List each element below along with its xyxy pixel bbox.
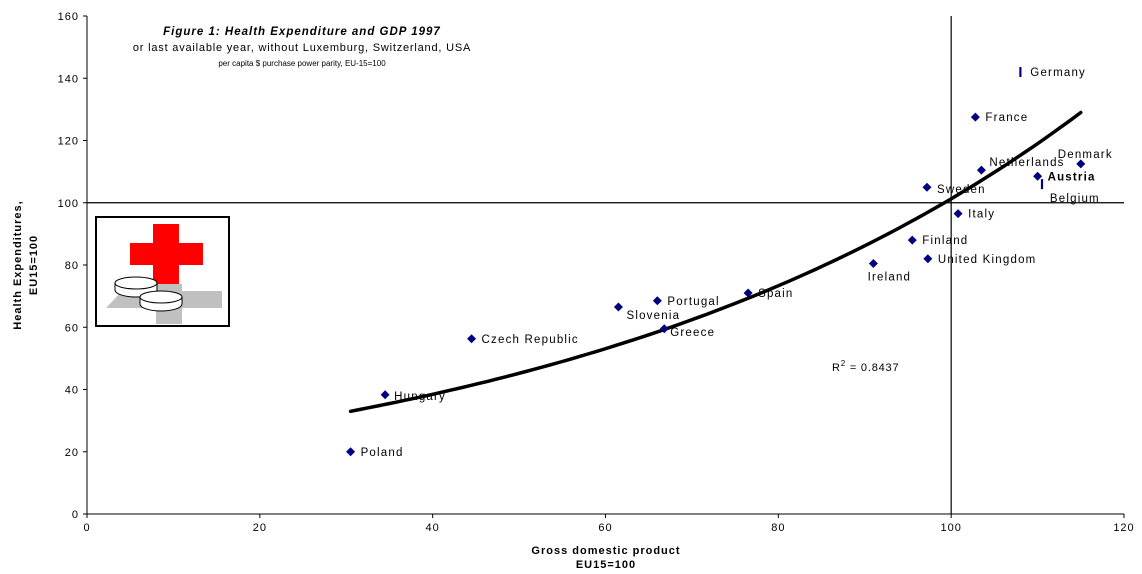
data-point-label: Netherlands [989,157,1064,169]
data-point-marker [613,302,623,312]
trendline [348,110,1083,414]
data-point-label: Portugal [667,296,719,308]
data-point-marker [922,182,932,192]
data-point-marker [868,258,878,268]
data-point-marker [907,235,917,245]
data-point-marker [659,324,669,334]
data-point-label: Greece [670,327,715,339]
data-point-label: Slovenia [626,310,680,322]
y-tick-label: 0 [72,509,79,521]
y-axis-subtitle: EU15=100 [28,235,40,295]
data-point-label: Italy [968,209,995,221]
y-tick-label: 40 [65,385,79,397]
data-point-marker [1033,171,1043,181]
data-point-label: France [985,112,1028,124]
chart-title: Figure 1: Health Expenditure and GDP 199… [163,26,441,38]
y-tick-label: 100 [58,198,79,210]
axes [86,16,1124,515]
y-tick-label: 60 [65,322,79,334]
point-labels: Poland Hungary Czech Republic Slovenia Portu… [361,67,1113,459]
data-point-marker [953,209,963,219]
reference-lines [87,16,1124,514]
chart-note: per capita $ purchase power parity, EU-1… [218,59,386,68]
data-points [346,67,1086,457]
data-point-marker [1019,67,1022,78]
x-tick-label: 120 [1113,522,1134,534]
data-point-label: Denmark [1058,149,1113,161]
data-point-label: Ireland [868,271,912,283]
x-tick-label: 100 [940,522,961,534]
axis-ticks: 0 20 40 60 80 100 120 140 160 0 20 40 60 80 100 120 [58,11,1134,534]
pill-icon [139,290,183,312]
y-tick-label: 160 [58,11,79,23]
data-point-marker [467,334,477,344]
data-point-label: Belgium [1050,193,1100,205]
y-tick-label: 80 [65,260,79,272]
y-tick-label: 140 [58,73,79,85]
data-point-marker [970,112,980,122]
red-cross-with-pills-logo [95,216,230,327]
red-cross-horizontal [130,243,203,265]
data-point-marker [923,254,933,264]
data-point-marker [346,447,356,457]
x-axis-title: Gross domestic product [531,545,680,557]
data-point-label: Sweden [937,184,986,196]
x-tick-label: 0 [83,522,90,534]
chart-subtitle: or last available year, without Luxembur… [133,42,471,54]
r-squared-label: R2 = 0.8437 [832,359,899,374]
data-point-marker [1040,179,1044,190]
x-tick-label: 40 [426,522,440,534]
data-point-label: Germany [1030,67,1086,79]
data-point-label: Hungary [394,391,446,403]
data-point-label: Finland [922,235,968,247]
y-axis-title: Health Expenditures, [12,200,24,329]
x-axis-subtitle: EU15=100 [576,559,636,571]
data-point-marker [380,390,390,400]
data-point-label: Spain [758,288,793,300]
x-tick-label: 20 [253,522,267,534]
data-point-marker [976,165,986,175]
data-point-label: Czech Republic [482,334,579,346]
data-point-label: United Kingdom [938,254,1037,266]
y-tick-label: 120 [58,136,79,148]
x-tick-label: 60 [598,522,612,534]
trendline-group [348,110,1083,414]
x-tick-label: 80 [771,522,785,534]
data-point-marker [652,296,662,306]
data-point-label: Poland [361,447,404,459]
data-point-marker [743,288,753,298]
data-point-label: Austria [1048,171,1096,183]
y-tick-label: 20 [65,447,79,459]
data-point-marker [1076,159,1086,169]
